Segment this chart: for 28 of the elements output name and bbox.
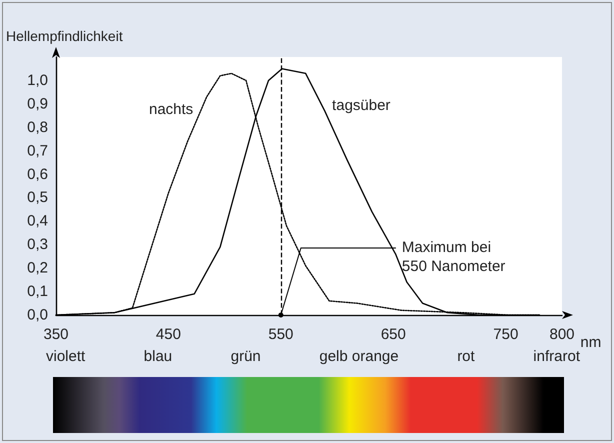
y-tick-label: 0,2	[27, 260, 48, 277]
annotation: Maximum bei 550 Nanometer	[402, 239, 506, 275]
text: infrarot	[533, 348, 580, 365]
x-tick-label: 550	[268, 326, 294, 343]
y-axis-title: Hellempfindlichkeit	[6, 28, 123, 44]
x-axis-title: nm	[580, 334, 602, 351]
text: rot	[457, 348, 475, 365]
x-tick-label: 800	[549, 326, 575, 343]
x-tick-label: 750	[493, 326, 518, 343]
y-tick-label: 0,5	[27, 189, 48, 206]
y-tick-label: 0,3	[27, 236, 48, 254]
y-tick-label: 0,1	[27, 283, 48, 300]
text: gelb orange	[319, 348, 399, 365]
y-tick-label: 0,9	[27, 95, 48, 112]
y-tick-label: 0,4	[27, 212, 48, 230]
series-label: nachts	[148, 101, 194, 118]
text: violett	[46, 348, 86, 365]
text: blau	[144, 348, 172, 365]
series-label: tagsüber	[332, 97, 390, 114]
y-tick-label: 1,0	[27, 72, 48, 89]
x-tick-label: 350	[43, 326, 69, 343]
y-tick-label: 0,7	[27, 142, 48, 160]
y-tick-label: 0,8	[27, 118, 48, 136]
x-tick-label: 650	[380, 326, 406, 343]
y-tick-label: 0,0	[27, 306, 48, 324]
x-tick-label: 450	[156, 326, 181, 343]
text: grün	[230, 348, 261, 365]
y-tick-label: 0,6	[27, 166, 48, 183]
